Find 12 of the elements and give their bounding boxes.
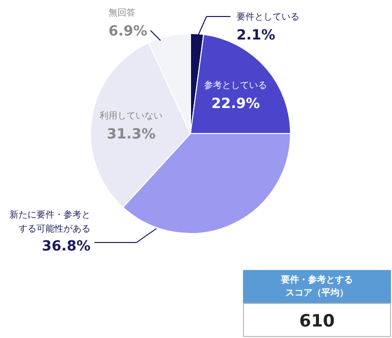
slice-label: 無回答: [108, 8, 136, 18]
data-label: 6.9%: [108, 24, 148, 40]
data-label: 2.1%: [236, 28, 276, 44]
data-label: 36.8%: [42, 238, 91, 254]
slice-label: 利用していない: [100, 110, 163, 122]
slice-label: 要件としている: [236, 12, 300, 22]
data-label: 610: [299, 312, 335, 332]
data-label: 22.9%: [211, 96, 260, 112]
text: 要件・参考とするスコア（平均）: [280, 274, 353, 298]
slice-label: 新たに要件・参考とする可能性がある: [10, 210, 90, 234]
slice-label: 参考としている: [204, 80, 268, 91]
data-label: 31.3%: [106, 126, 156, 142]
